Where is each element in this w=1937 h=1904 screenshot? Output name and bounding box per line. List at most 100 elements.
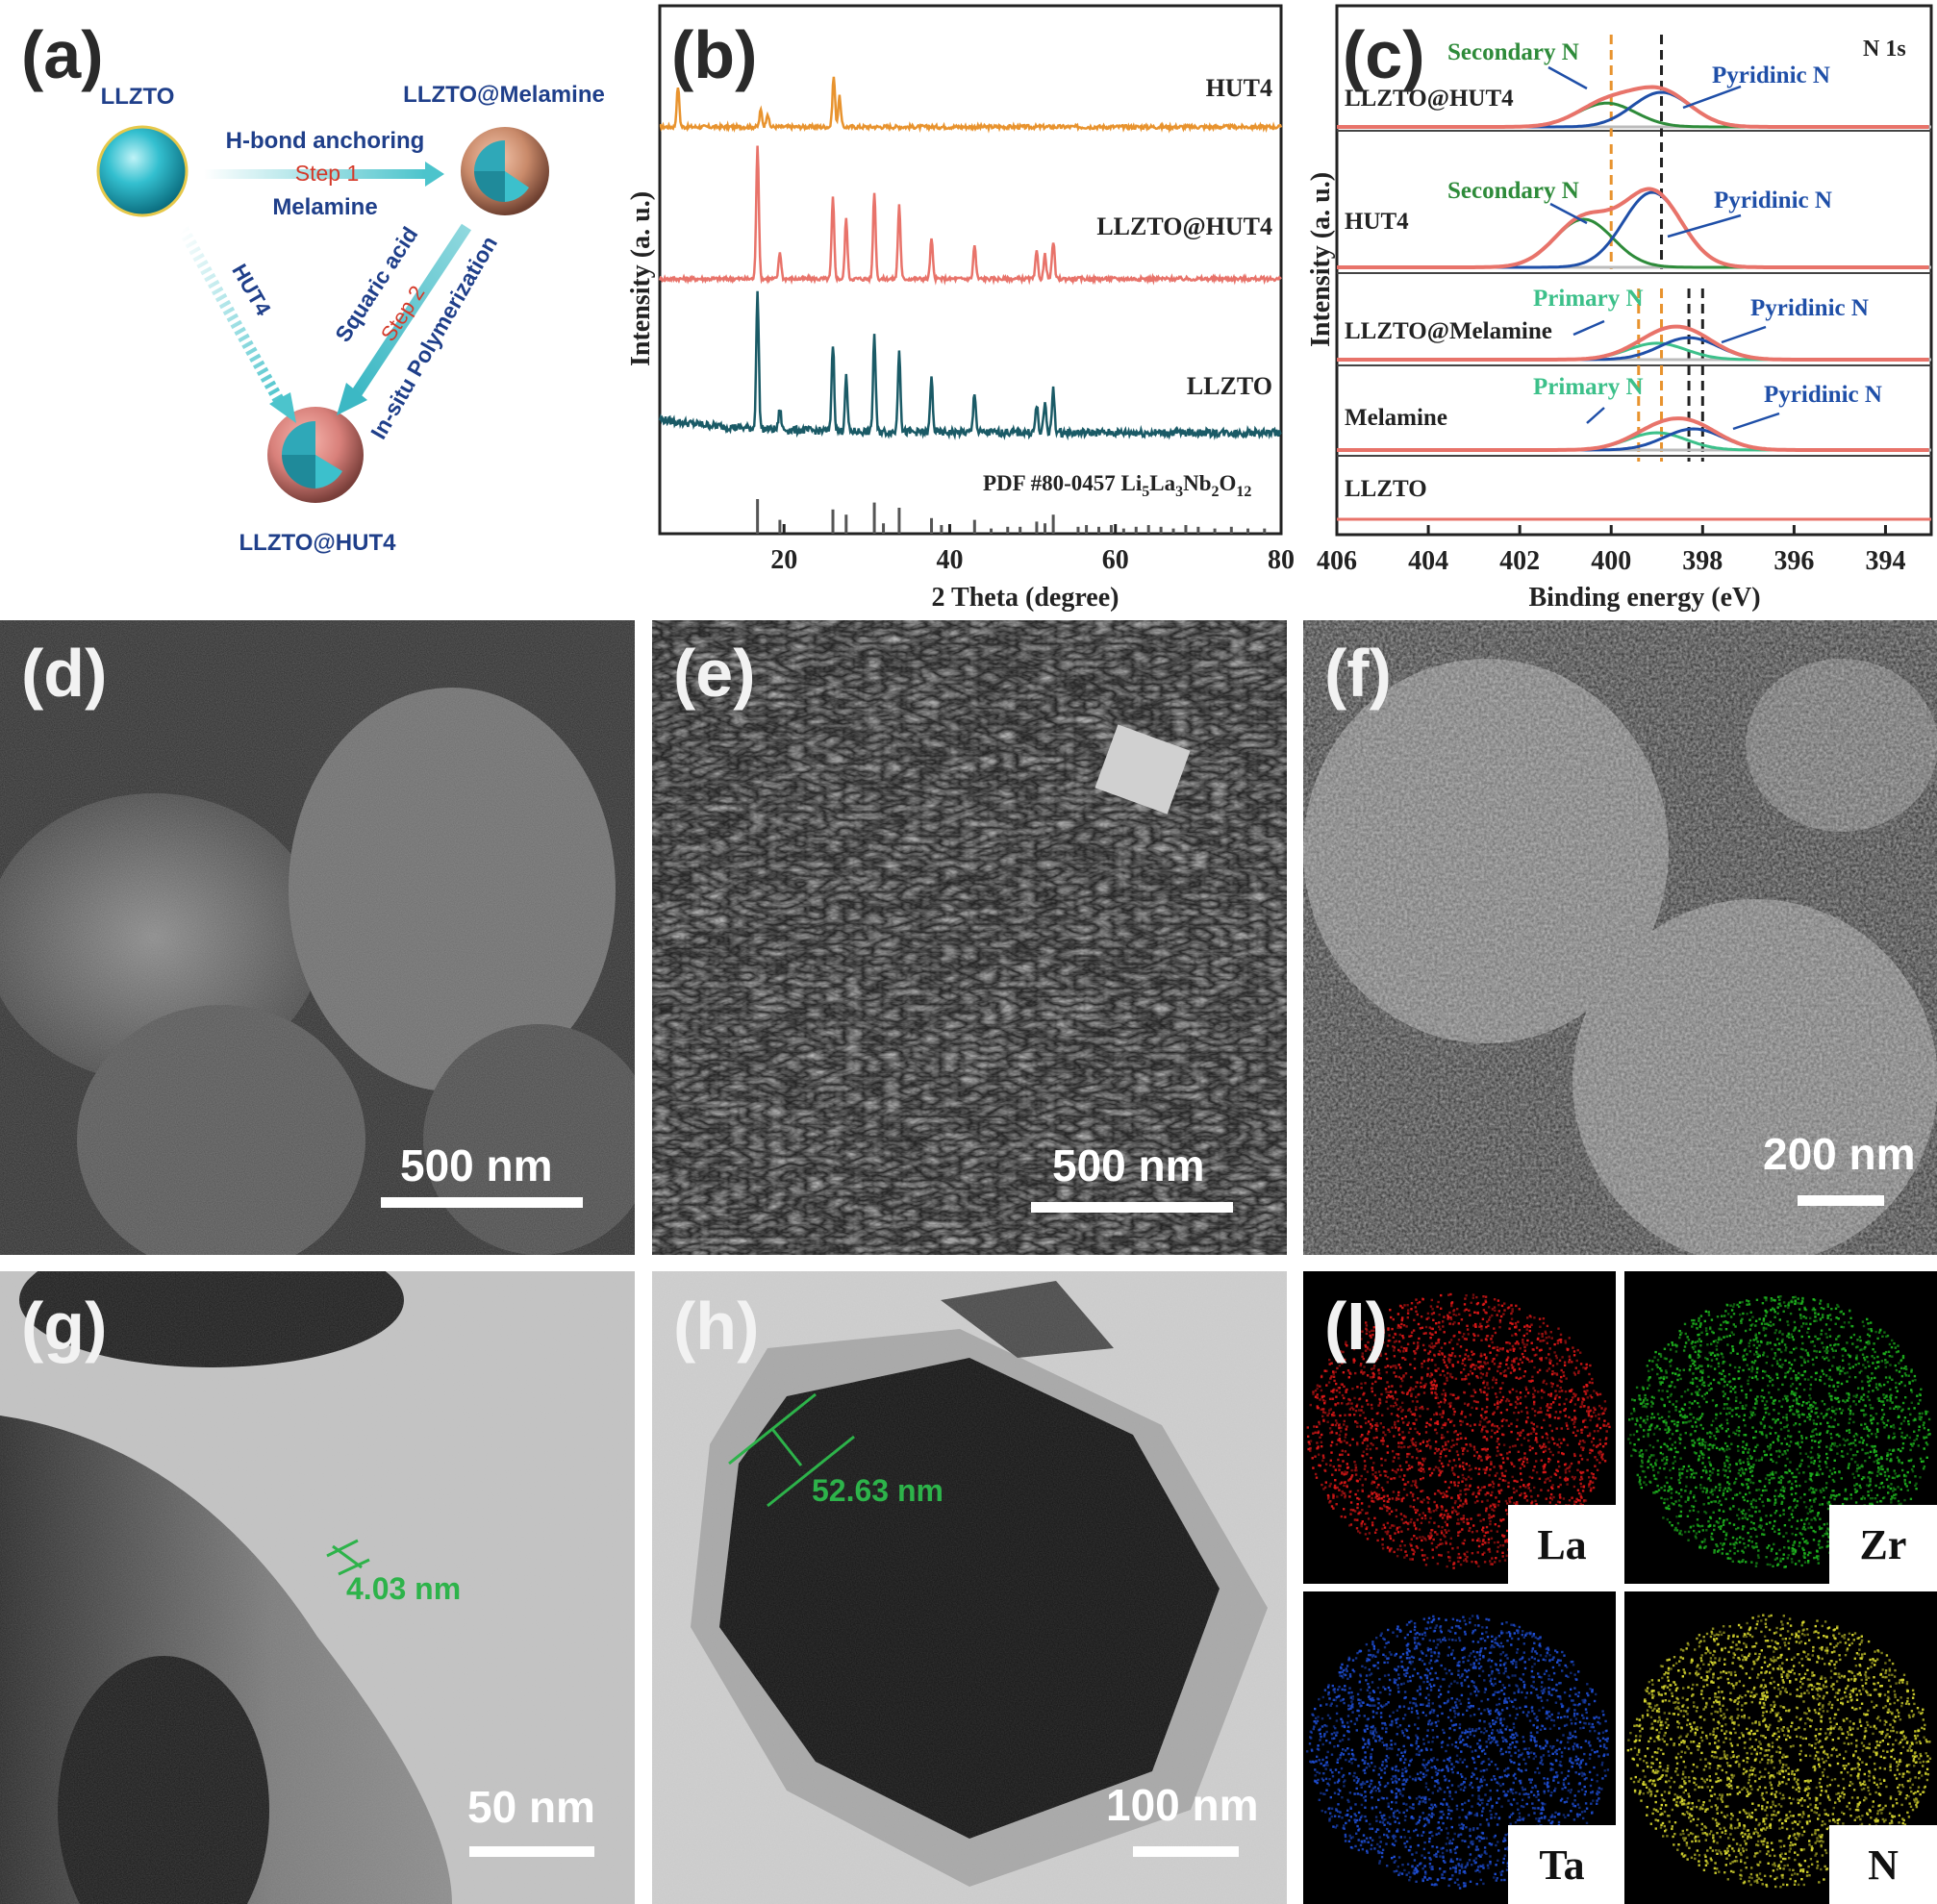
eds-dot xyxy=(1805,1540,1808,1542)
eds-dot xyxy=(1397,1324,1400,1327)
panel-label-f: (f) xyxy=(1324,636,1392,711)
eds-dot xyxy=(1324,1463,1328,1466)
eds-dot xyxy=(1918,1412,1922,1415)
eds-dot xyxy=(1599,1451,1602,1454)
eds-dot xyxy=(1506,1356,1510,1359)
eds-dot xyxy=(1465,1308,1468,1311)
eds-dot xyxy=(1748,1466,1751,1470)
eds-dot xyxy=(1675,1345,1678,1348)
eds-dot xyxy=(1723,1360,1726,1364)
eds-dot xyxy=(1643,1429,1646,1432)
eds-dot xyxy=(1476,1486,1480,1489)
eds-dot xyxy=(1535,1353,1538,1357)
eds-dot xyxy=(1548,1347,1551,1350)
eds-dot xyxy=(1820,1333,1823,1336)
eds-dot xyxy=(1666,1459,1669,1462)
eds-dot xyxy=(1426,1366,1430,1370)
eds-dot xyxy=(1578,1478,1582,1481)
eds-dot xyxy=(1320,1389,1323,1392)
eds-dot xyxy=(1827,1544,1830,1547)
eds-dot xyxy=(1699,1344,1702,1347)
eds-dot xyxy=(1522,1460,1525,1464)
eds-dot xyxy=(1809,1322,1812,1326)
eds-dot xyxy=(1471,1406,1473,1410)
eds-dot xyxy=(1484,1295,1488,1298)
eds-dot xyxy=(1466,1324,1469,1327)
eds-dot xyxy=(1800,1564,1803,1567)
eds-dot xyxy=(1506,1529,1509,1533)
eds-dot xyxy=(1403,1483,1406,1486)
eds-dot xyxy=(1679,1510,1683,1514)
eds-dot xyxy=(1769,1472,1773,1475)
eds-dot xyxy=(1496,1454,1498,1457)
eds-dot xyxy=(1480,1500,1484,1503)
eds-dot xyxy=(1702,1453,1705,1457)
eds-dot xyxy=(1440,1530,1444,1533)
hut4-route-arrow xyxy=(177,226,296,423)
eds-dot xyxy=(1758,1431,1762,1434)
eds-dot xyxy=(1448,1460,1451,1463)
eds-dot xyxy=(1431,1528,1434,1532)
eds-dot xyxy=(1747,1451,1749,1454)
eds-dot xyxy=(1359,1364,1362,1367)
eds-dot xyxy=(1591,1381,1594,1385)
eds-dot xyxy=(1671,1443,1673,1446)
eds-dot xyxy=(1789,1366,1792,1370)
eds-dot xyxy=(1429,1388,1433,1390)
eds-dot xyxy=(1660,1381,1664,1384)
eds-dot xyxy=(1603,1400,1607,1403)
eds-dot xyxy=(1503,1474,1506,1478)
eds-dot xyxy=(1446,1317,1449,1320)
eds-dot xyxy=(1630,1454,1633,1458)
eds-map-zr: Zr xyxy=(1624,1271,1937,1584)
eds-dot xyxy=(1717,1338,1721,1341)
eds-dot xyxy=(1732,1431,1735,1434)
eds-dot xyxy=(1670,1477,1673,1480)
eds-dot xyxy=(1873,1448,1876,1451)
eds-dot xyxy=(1742,1551,1745,1554)
eds-dot xyxy=(1868,1398,1871,1402)
eds-dot xyxy=(1864,1422,1867,1426)
eds-dot xyxy=(1755,1545,1758,1548)
eds-dot xyxy=(1673,1386,1676,1389)
eds-dot xyxy=(1451,1352,1454,1355)
eds-dot xyxy=(1743,1349,1747,1352)
eds-dot xyxy=(1501,1555,1504,1558)
eds-dot xyxy=(1603,1409,1606,1412)
eds-dot xyxy=(1577,1491,1581,1495)
eds-dot xyxy=(1803,1360,1806,1364)
eds-dot xyxy=(1435,1322,1438,1325)
eds-dot xyxy=(1504,1479,1507,1483)
eds-dot xyxy=(1530,1421,1533,1424)
panel-label-b: (b) xyxy=(671,17,758,92)
eds-dot xyxy=(1470,1517,1472,1520)
eds-dot xyxy=(1516,1501,1519,1504)
eds-dot xyxy=(1434,1368,1437,1372)
eds-dot xyxy=(1748,1318,1751,1321)
eds-dot xyxy=(1849,1366,1851,1369)
eds-dot xyxy=(1416,1431,1419,1434)
eds-dot xyxy=(1488,1344,1491,1347)
eds-dot xyxy=(1359,1435,1363,1439)
eds-dot xyxy=(1416,1400,1419,1403)
eds-dot xyxy=(1666,1517,1669,1521)
eds-dot xyxy=(1371,1357,1374,1360)
eds-dot xyxy=(1723,1336,1725,1339)
eds-dot xyxy=(1698,1365,1701,1367)
eds-dot xyxy=(1881,1409,1884,1412)
eds-dot xyxy=(1742,1525,1745,1528)
eds-dot xyxy=(1903,1478,1906,1482)
eds-dot xyxy=(1332,1507,1335,1510)
eds-dot xyxy=(1910,1467,1914,1471)
eds-dot xyxy=(1754,1528,1757,1531)
eds-dot xyxy=(1403,1474,1406,1477)
eds-dot xyxy=(1699,1423,1702,1427)
eds-dot xyxy=(1379,1354,1382,1358)
eds-dot xyxy=(1904,1374,1908,1377)
eds-dot xyxy=(1765,1556,1768,1559)
eds-dot xyxy=(1367,1495,1370,1498)
eds-dot xyxy=(1748,1341,1750,1344)
eds-dot xyxy=(1450,1445,1453,1448)
eds-dot xyxy=(1742,1441,1745,1443)
eds-dot xyxy=(1328,1485,1331,1488)
